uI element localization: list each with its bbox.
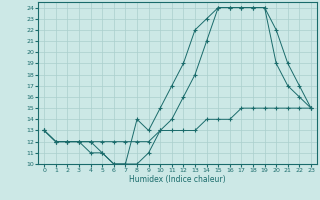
X-axis label: Humidex (Indice chaleur): Humidex (Indice chaleur)	[129, 175, 226, 184]
